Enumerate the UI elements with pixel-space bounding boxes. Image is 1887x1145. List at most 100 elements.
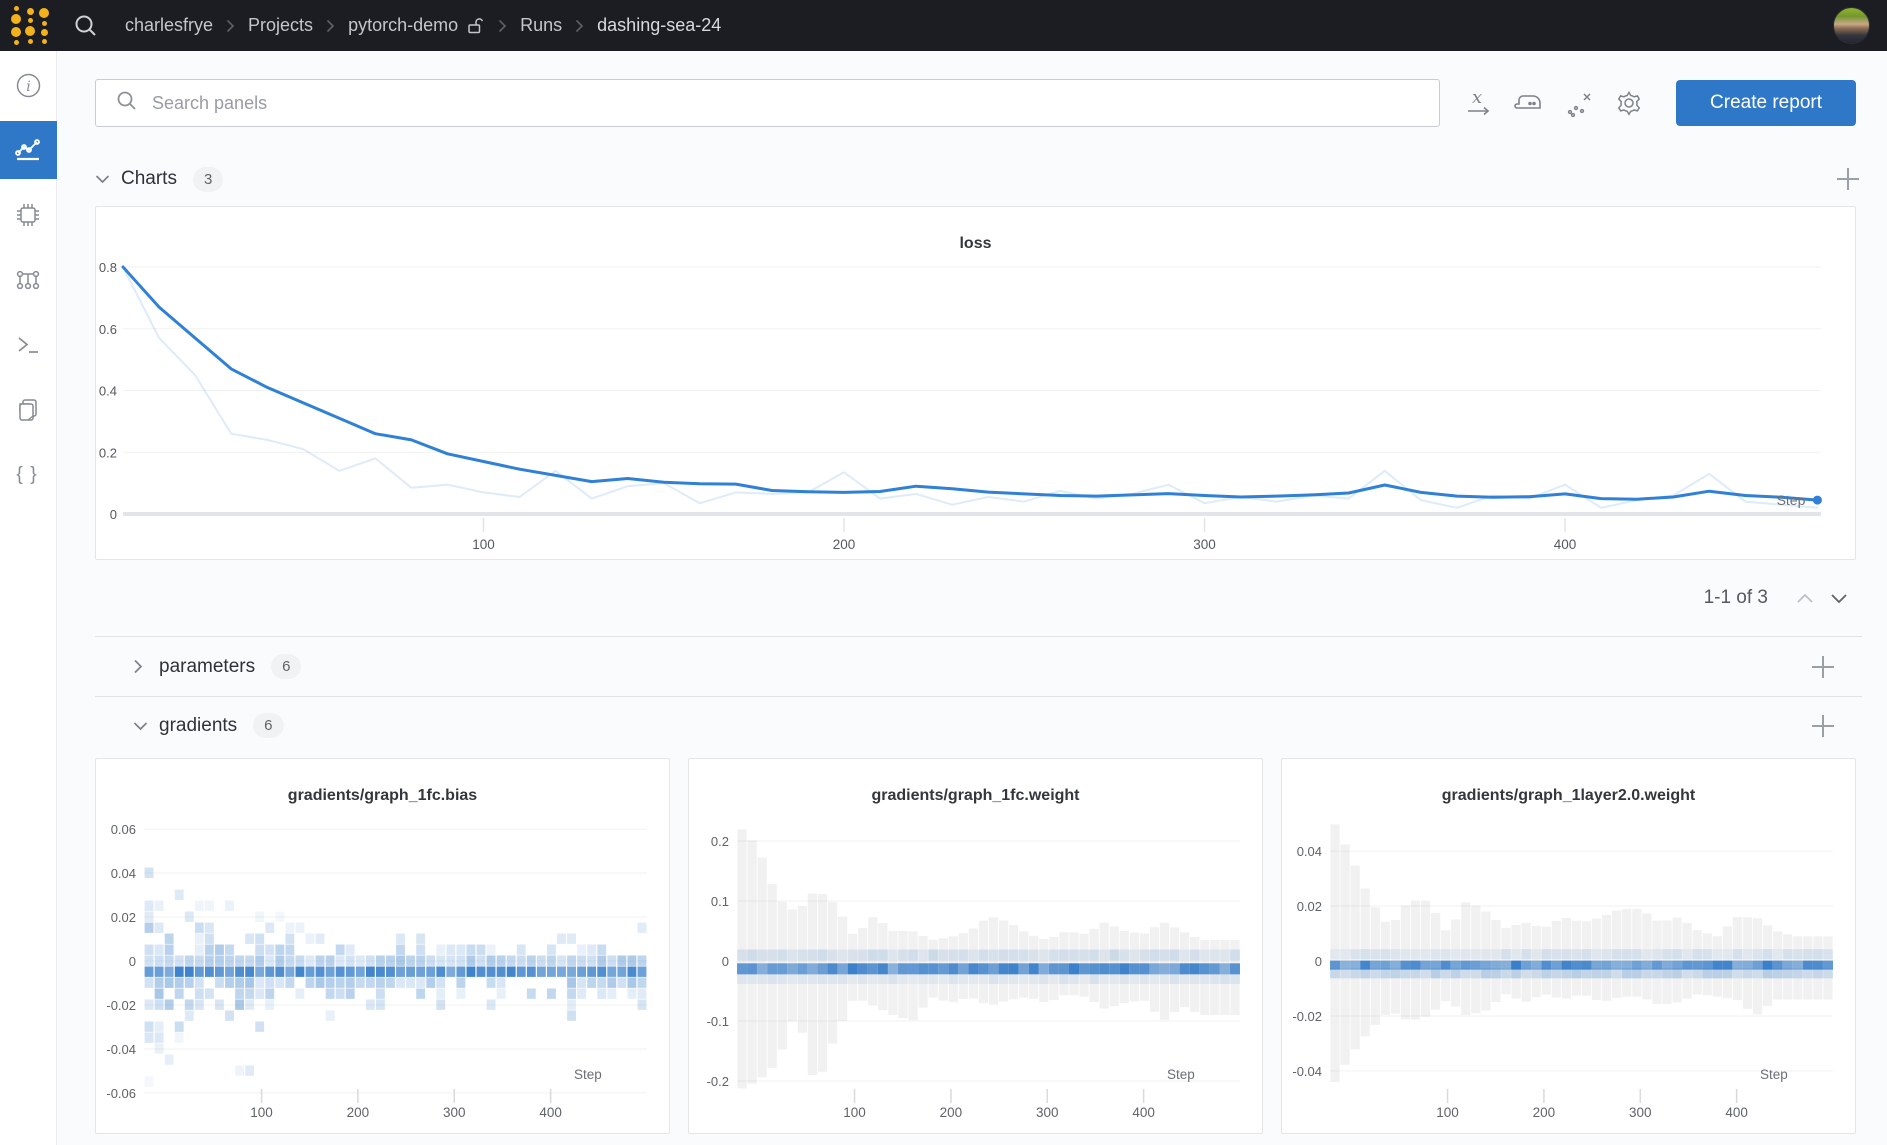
svg-text:0.02: 0.02	[1297, 899, 1322, 914]
charts-section-title[interactable]: Charts	[121, 168, 177, 189]
svg-text:100: 100	[843, 1105, 866, 1120]
sidebar-item-system[interactable]	[0, 186, 57, 244]
svg-text:-0.04: -0.04	[1292, 1064, 1322, 1079]
svg-text:100: 100	[472, 537, 495, 552]
svg-text:-0.02: -0.02	[1292, 1009, 1322, 1024]
lock-open-icon	[466, 16, 485, 35]
svg-text:300: 300	[1036, 1105, 1059, 1120]
svg-text:0.6: 0.6	[99, 322, 117, 337]
x-axis-settings-button[interactable]: x	[1454, 81, 1504, 125]
breadcrumb-run[interactable]: dashing-sea-24	[597, 15, 722, 35]
gradients-section-title[interactable]: gradients	[159, 714, 238, 736]
sidebar-item-charts[interactable]	[0, 121, 57, 179]
gradients-panel-row: gradients/graph_1fc.bias 0.06 0.04 0.02 0 -0…	[95, 758, 1856, 1134]
svg-text:-0.1: -0.1	[707, 1014, 729, 1029]
smoothing-iron-icon[interactable]	[1504, 81, 1554, 125]
svg-text:-0.06: -0.06	[106, 1086, 136, 1101]
sidebar-item-files[interactable]	[0, 381, 57, 439]
parameters-section-title[interactable]: parameters	[159, 655, 256, 677]
svg-text:Step: Step	[1167, 1067, 1195, 1082]
svg-text:0.4: 0.4	[99, 384, 117, 399]
add-panel-button[interactable]	[1834, 165, 1862, 193]
braces-icon: { }	[16, 464, 40, 485]
svg-text:0: 0	[1315, 954, 1322, 969]
chart-title: loss	[959, 235, 992, 252]
gradient-weight-panel[interactable]: gradients/graph_1fc.weight 0.2 0.1 0 -0.1 -0…	[688, 758, 1263, 1134]
create-report-button[interactable]: Create report	[1676, 80, 1856, 126]
chart-title: gradients/graph_1fc.weight	[871, 787, 1080, 804]
breadcrumb-user[interactable]: charlesfrye	[125, 15, 214, 35]
gradient-heatmap-chart: 0.04 0.02 0 -0.02 -0.04 100 200 300 400 Step	[1292, 824, 1833, 1120]
page-next-button[interactable]	[1822, 583, 1856, 613]
svg-text:i: i	[26, 79, 30, 95]
svg-text:0.02: 0.02	[111, 910, 136, 925]
workspace: x	[57, 51, 1887, 1145]
wandb-logo-icon[interactable]	[9, 6, 55, 46]
svg-text:300: 300	[1629, 1105, 1652, 1120]
charts-count-badge: 3	[192, 166, 224, 192]
cpu-chip-icon	[14, 201, 42, 229]
svg-text:Step: Step	[574, 1067, 602, 1082]
chevron-right-icon	[326, 19, 335, 33]
svg-text:0.8: 0.8	[99, 260, 117, 275]
search-input[interactable]	[152, 92, 946, 114]
model-graph-icon	[14, 266, 42, 294]
svg-text:0.2: 0.2	[99, 445, 117, 460]
workspace-toolbar: x	[95, 79, 1856, 127]
chevron-down-icon[interactable]	[95, 174, 121, 184]
left-sidebar: i	[0, 51, 57, 1145]
gradient-layer2-weight-panel[interactable]: gradients/graph_1layer2.0.weight 0.04 0.0…	[1281, 758, 1856, 1134]
page-prev-button[interactable]	[1788, 583, 1822, 613]
top-navbar: charlesfrye Projects pytorch-demo Runs d…	[0, 0, 1887, 51]
svg-text:200: 200	[940, 1105, 963, 1120]
chevron-down-icon[interactable]	[133, 721, 159, 731]
breadcrumb-projects[interactable]: Projects	[248, 15, 314, 35]
chevron-right-icon	[498, 19, 507, 33]
line-chart-icon	[14, 136, 42, 164]
svg-text:-0.02: -0.02	[106, 998, 136, 1013]
svg-text:300: 300	[443, 1105, 466, 1120]
svg-text:0.04: 0.04	[1297, 844, 1322, 859]
svg-text:200: 200	[347, 1105, 370, 1120]
panel-search[interactable]	[95, 79, 1441, 127]
loss-chart-panel[interactable]: loss 0 0.2 0.4 0.6 0.8 100 200 300 400 Step	[95, 206, 1856, 560]
svg-text:400: 400	[1725, 1105, 1748, 1120]
info-icon: i	[15, 72, 42, 99]
svg-text:0.1: 0.1	[711, 894, 729, 909]
add-panel-button[interactable]	[1809, 712, 1837, 740]
svg-text:-0.2: -0.2	[707, 1074, 729, 1089]
svg-text:400: 400	[1554, 537, 1577, 552]
gradient-bias-panel[interactable]: gradients/graph_1fc.bias 0.06 0.04 0.02 0 -0…	[95, 758, 670, 1134]
parameters-count-badge: 6	[271, 654, 302, 679]
breadcrumb-project[interactable]: pytorch-demo	[348, 15, 459, 35]
chevron-right-icon[interactable]	[133, 659, 159, 674]
settings-gear-icon[interactable]	[1604, 81, 1654, 125]
svg-text:0.2: 0.2	[711, 834, 729, 849]
parameters-section-header: parameters 6	[95, 636, 1862, 696]
sidebar-item-overview[interactable]: i	[0, 56, 57, 114]
outlier-removal-icon[interactable]	[1554, 81, 1604, 125]
breadcrumb: charlesfrye Projects pytorch-demo Runs d…	[125, 15, 721, 36]
charts-section-header: Charts 3	[95, 161, 1862, 197]
pagination-label: 1-1 of 3	[1703, 587, 1768, 608]
svg-text:x: x	[1472, 87, 1482, 108]
svg-text:Step: Step	[1777, 492, 1806, 508]
breadcrumb-runs[interactable]: Runs	[520, 15, 563, 35]
user-avatar[interactable]	[1833, 7, 1870, 44]
terminal-icon	[14, 331, 42, 359]
search-icon	[116, 90, 138, 117]
sidebar-item-code[interactable]: { }	[0, 446, 57, 504]
chart-title: gradients/graph_1layer2.0.weight	[1441, 787, 1696, 804]
add-panel-button[interactable]	[1809, 653, 1837, 681]
svg-text:200: 200	[833, 537, 856, 552]
sidebar-item-model[interactable]	[0, 251, 57, 309]
workspace-settings-icons: x	[1454, 81, 1654, 125]
search-icon[interactable]	[73, 13, 99, 39]
charts-pagination: 1-1 of 3	[57, 576, 1856, 620]
svg-text:300: 300	[1193, 537, 1216, 552]
svg-text:100: 100	[250, 1105, 273, 1120]
sidebar-item-logs[interactable]	[0, 316, 57, 374]
gradients-section-header: gradients 6	[95, 696, 1862, 754]
gradient-heatmap-chart: 0.2 0.1 0 -0.1 -0.2 100 200 300 400 Step	[707, 829, 1240, 1120]
svg-text:0.06: 0.06	[111, 822, 136, 837]
